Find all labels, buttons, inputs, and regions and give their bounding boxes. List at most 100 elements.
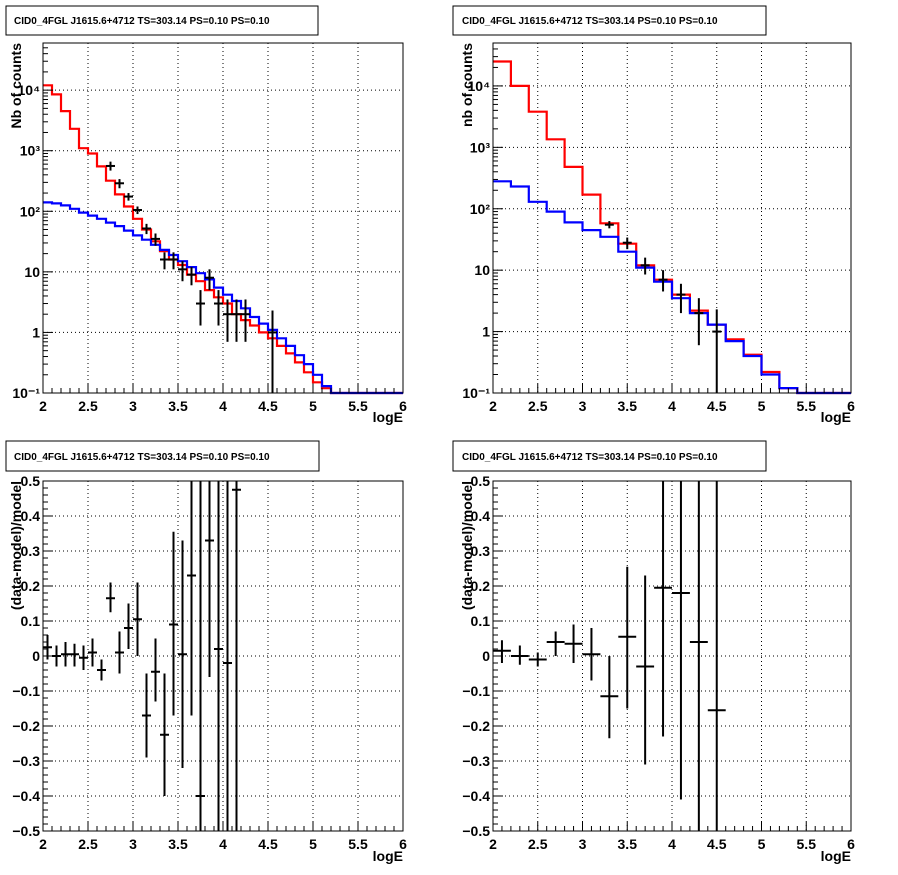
data-point <box>61 642 70 667</box>
data-point <box>214 290 223 326</box>
data-point <box>205 269 214 291</box>
y-tick-label: −0.1 <box>462 683 490 699</box>
x-tick-label: 2.5 <box>528 398 548 414</box>
panel-residuals-left: CID0_4FGL J1615.6+4712 TS=303.14 PS=0.10… <box>5 440 407 864</box>
data-point <box>694 298 704 346</box>
x-tick-label: 6 <box>399 398 407 414</box>
y-tick-label: 1 <box>482 324 490 340</box>
x-tick-label: 5 <box>758 398 766 414</box>
data-point <box>618 566 637 709</box>
y-tick-label: 10 <box>24 264 40 280</box>
x-axis-title: logE <box>821 848 851 864</box>
series-step-line <box>43 84 403 395</box>
data-point <box>187 481 196 716</box>
x-tick-label: 4 <box>219 398 227 414</box>
y-tick-label: 0.3 <box>471 543 491 559</box>
grid <box>43 43 403 393</box>
x-axis-title: logE <box>373 848 403 864</box>
data-point <box>115 179 124 189</box>
panel-title: CID0_4FGL J1615.6+4712 TS=303.14 PS=0.10… <box>462 452 718 463</box>
axes: 2 2.5 3 3.5 4 4.5 5 5.5 6 10⁻¹ 1 10 10² 10³ 10⁴ <box>12 42 407 414</box>
y-tick-label: −0.4 <box>462 788 490 804</box>
y-tick-label: 1 <box>32 324 40 340</box>
y-tick-label: 0.5 <box>21 473 41 489</box>
data-point <box>658 270 668 292</box>
panel-title: CID0_4FGL J1615.6+4712 TS=303.14 PS=0.10… <box>14 16 270 27</box>
x-tick-label: 2.5 <box>78 398 98 414</box>
panel-counts-right: CID0_4FGL J1615.6+4712 TS=303.14 PS=0.10… <box>452 5 855 425</box>
data-point <box>622 237 632 250</box>
data-point <box>133 582 142 656</box>
data-point <box>564 624 583 663</box>
data-point <box>600 656 619 739</box>
x-tick-label: 4 <box>219 836 227 852</box>
y-tick-label: −0.5 <box>462 823 490 839</box>
x-tick-label: 2.5 <box>528 836 548 852</box>
x-tick-label: 3.5 <box>168 398 188 414</box>
axes: 2 2.5 3 3.5 4 4.5 5 5.5 6 −0.5 −0.4 −0.3 −0.2 −0.1 0 0.… <box>12 473 407 852</box>
data-point <box>636 575 655 765</box>
data-point <box>160 673 169 796</box>
data-point <box>640 257 650 275</box>
x-tick-label: 5 <box>309 398 317 414</box>
data-point <box>106 161 115 171</box>
y-tick-label: −0.2 <box>462 718 490 734</box>
y-tick-label: 0 <box>32 648 40 664</box>
x-tick-label: 5.5 <box>348 836 368 852</box>
data-point <box>676 283 686 314</box>
x-tick-label: 6 <box>399 836 407 852</box>
data-point <box>546 631 565 656</box>
y-tick-label: 10⁻¹ <box>462 385 490 401</box>
y-tick-label: 10² <box>470 201 491 217</box>
x-tick-label: 3 <box>579 836 587 852</box>
data-point <box>142 223 151 235</box>
data-point <box>196 481 205 831</box>
data-point <box>528 652 547 667</box>
data-point <box>142 673 151 758</box>
x-tick-label: 4 <box>668 836 676 852</box>
y-axis-title: Nb of counts <box>8 43 24 129</box>
data-point <box>205 481 214 677</box>
data-point <box>124 603 133 649</box>
data-point <box>510 645 529 665</box>
grid <box>43 481 403 831</box>
plot-marks <box>43 481 241 831</box>
y-tick-label: 0.5 <box>471 473 491 489</box>
x-tick-label: 4 <box>668 398 676 414</box>
plot-marks <box>493 60 851 395</box>
x-tick-label: 5.5 <box>797 398 817 414</box>
x-tick-label: 4.5 <box>258 398 278 414</box>
y-tick-label: 0.1 <box>471 613 491 629</box>
data-point <box>582 628 601 681</box>
data-point <box>187 267 196 286</box>
y-tick-label: 0.4 <box>21 508 41 524</box>
x-tick-label: 4.5 <box>707 836 727 852</box>
y-tick-label: 0 <box>482 648 490 664</box>
x-tick-label: 3.5 <box>168 836 188 852</box>
y-axis-title: (data-model)/model <box>8 481 24 610</box>
axes: 2 2.5 3 3.5 4 4.5 5 5.5 6 −0.5 −0.4 −0.3 −0.2 −0.1 0 0.… <box>462 473 855 852</box>
y-tick-label: 0.3 <box>21 543 41 559</box>
panel-title: CID0_4FGL J1615.6+4712 TS=303.14 PS=0.10… <box>462 16 718 27</box>
data-point <box>241 299 250 342</box>
data-point <box>232 299 241 342</box>
data-point <box>88 638 97 667</box>
panel-title-box <box>452 5 767 36</box>
y-tick-label: 0.2 <box>471 578 491 594</box>
x-axis-title: logE <box>821 409 851 425</box>
data-point <box>223 481 232 831</box>
data-point <box>160 252 169 270</box>
panel-title-box <box>5 440 320 472</box>
data-point <box>672 481 690 800</box>
data-point <box>70 643 79 667</box>
series-step-line <box>43 201 403 395</box>
x-tick-label: 2 <box>489 398 497 414</box>
data-point <box>493 640 511 663</box>
y-tick-label: 10 <box>474 262 490 278</box>
x-tick-label: 3.5 <box>618 836 638 852</box>
panel-title-box <box>452 440 767 472</box>
x-tick-label: 5.5 <box>348 398 368 414</box>
data-point <box>223 299 232 342</box>
x-tick-label: 5 <box>758 836 766 852</box>
x-tick-label: 2.5 <box>78 836 98 852</box>
